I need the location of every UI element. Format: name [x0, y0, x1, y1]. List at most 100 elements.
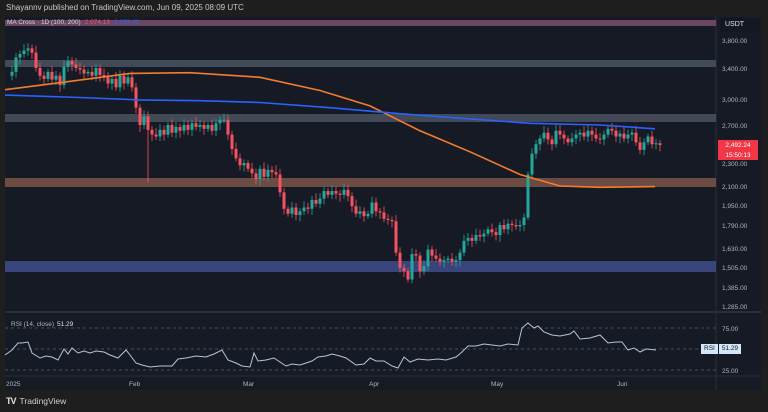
candle — [382, 212, 386, 219]
rsi-legend-value: 51.29 — [57, 321, 74, 328]
candle — [130, 77, 134, 88]
zone-support-2150[interactable] — [5, 178, 716, 187]
candle — [598, 138, 602, 140]
tradingview-logo-icon: TV — [6, 396, 16, 406]
candle — [90, 71, 94, 76]
zones-layer — [5, 20, 716, 272]
price-tick: 1,790.00 — [722, 223, 748, 230]
indicator-legend[interactable]: MA Cross · 1D (100, 200) 2,074.13 2,659.… — [7, 19, 139, 26]
candle — [162, 129, 166, 135]
price-tick: 1,385.00 — [722, 285, 748, 292]
candle — [434, 255, 438, 259]
time-tick: Apr — [369, 381, 380, 388]
candle — [146, 116, 150, 130]
time-tick: Feb — [129, 381, 141, 388]
candle — [338, 193, 342, 195]
tradingview-brand: TradingView — [19, 396, 67, 406]
candle — [526, 174, 530, 218]
candle — [446, 258, 450, 261]
last-price: 2,492.24 — [725, 142, 751, 149]
candle — [202, 125, 206, 129]
candle — [270, 169, 274, 173]
rsi-tick-75: 75.00 — [722, 326, 739, 333]
candle — [178, 126, 182, 131]
candle — [298, 211, 302, 215]
last-price-tag: 2,492.24 15:50:13 — [718, 140, 758, 160]
candle — [438, 258, 442, 262]
candle — [370, 202, 374, 214]
candle — [314, 199, 318, 204]
candle — [282, 192, 286, 209]
time-tick: Mar — [243, 381, 255, 388]
candle — [474, 235, 478, 241]
candle — [262, 168, 266, 177]
candle — [22, 50, 26, 54]
price-tick: 3,800.00 — [722, 38, 748, 45]
candle — [142, 116, 146, 125]
axis-layer: 3,800.00 3,400.00 3,000.00 2,700.00 2,300.00… — [6, 38, 748, 388]
ma100-line — [4, 71, 656, 189]
zone-resistance-top[interactable] — [5, 20, 716, 26]
candle — [50, 71, 54, 80]
candle — [274, 172, 278, 175]
rsi-legend[interactable]: RSI (14, close) 51.29 — [11, 321, 73, 328]
candle — [330, 191, 334, 195]
candles-layer — [10, 43, 662, 284]
candle — [10, 71, 14, 76]
candle — [94, 68, 98, 76]
zone-resistance-2750[interactable] — [5, 114, 716, 122]
candle — [566, 138, 570, 143]
candle — [602, 134, 606, 140]
candle — [126, 77, 130, 84]
footer: TV TradingView — [0, 390, 768, 412]
currency-label[interactable]: USDT — [720, 18, 760, 32]
tradingview-logo[interactable]: TV TradingView — [6, 396, 66, 406]
candle — [530, 153, 534, 175]
candle — [470, 237, 474, 241]
candle — [586, 130, 590, 137]
candle — [114, 78, 118, 88]
price-tick: 3,000.00 — [722, 97, 748, 104]
candle — [558, 130, 562, 135]
candle — [190, 123, 194, 130]
candle — [230, 134, 234, 149]
candle — [306, 207, 310, 209]
candle — [166, 125, 170, 135]
candle — [30, 48, 34, 53]
candle — [402, 267, 406, 272]
candle — [134, 87, 138, 108]
candle — [638, 142, 642, 150]
candle — [14, 57, 18, 72]
candle — [482, 233, 486, 237]
candle — [562, 134, 566, 139]
price-tick: 2,300.00 — [722, 161, 748, 168]
candle — [78, 68, 82, 70]
candle — [206, 125, 210, 129]
candle — [18, 54, 22, 58]
candle — [74, 64, 78, 68]
zone-support-1520[interactable] — [5, 261, 716, 272]
candle — [630, 132, 634, 135]
publish-header: Shayannv published on TradingView.com, J… — [0, 0, 768, 17]
candle — [554, 130, 558, 145]
candle — [454, 260, 458, 262]
candle — [374, 202, 378, 212]
candle — [506, 223, 510, 230]
candle — [98, 68, 102, 75]
zone-resistance-3400[interactable] — [5, 60, 716, 67]
candle — [290, 207, 294, 214]
candle — [466, 237, 470, 241]
candle — [646, 136, 650, 143]
candle — [626, 134, 630, 139]
candle — [246, 163, 250, 169]
candle — [522, 217, 526, 225]
candle — [170, 125, 174, 133]
candle — [614, 130, 618, 137]
candle — [234, 148, 238, 159]
candle — [54, 75, 58, 80]
candle — [26, 48, 30, 51]
candle — [590, 130, 594, 135]
candle — [106, 77, 110, 84]
candle — [618, 133, 622, 137]
